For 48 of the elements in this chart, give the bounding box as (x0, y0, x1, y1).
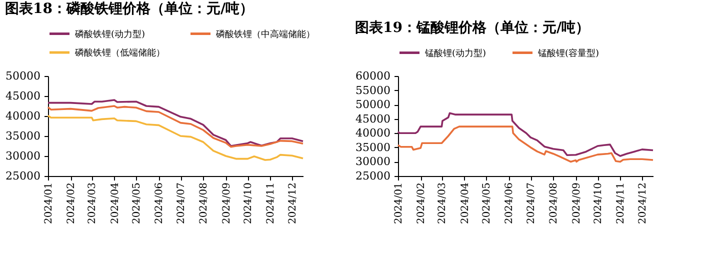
y-tick-label: 25000 (356, 170, 390, 182)
y-tick-label: 30000 (356, 155, 390, 168)
x-tick-label: 2024/06 (504, 182, 516, 224)
x-tick-label: 2024/12 (638, 182, 649, 224)
line-series (397, 126, 654, 163)
y-tick-label: 40000 (356, 126, 390, 140)
x-tick-label: 2024/09 (221, 182, 232, 224)
x-tick-label: 2024/01 (394, 182, 404, 224)
x-tick-label: 2024/10 (243, 182, 254, 224)
line-series (397, 112, 654, 157)
x-tick-label: 2024/03 (437, 182, 448, 224)
x-tick-label: 2024/08 (548, 182, 560, 224)
legend-label: 锰酸锂(动力型) (424, 48, 486, 59)
x-tick-label: 2024/01 (44, 182, 54, 224)
x-tick-label: 2024/05 (132, 182, 143, 224)
y-tick-label: 55000 (356, 84, 390, 97)
y-tick-label: 35000 (6, 130, 40, 142)
chart-title: 图表18：磷酸铁锂价格（单位：元/吨） (5, 1, 254, 17)
x-tick-label: 2024/02 (416, 182, 428, 224)
legend-label: 锰酸锂(容量型) (537, 48, 600, 59)
legend-label: 磷酸铁锂(动力型) (74, 28, 146, 40)
y-tick-label: 50000 (6, 70, 40, 82)
y-tick-label: 50000 (356, 98, 390, 112)
y-tick-label: 45000 (356, 112, 390, 126)
x-tick-label: 2024/11 (616, 182, 627, 224)
y-tick-label: 60000 (356, 70, 390, 82)
line-series (47, 114, 304, 161)
x-tick-label: 2024/04 (460, 182, 471, 224)
x-tick-label: 2024/12 (288, 182, 299, 224)
chart-title: 图表19：锰酸锂价格（单位：元/吨） (355, 20, 590, 36)
y-tick-label: 45000 (6, 90, 40, 102)
x-tick-label: 2024/11 (266, 182, 277, 224)
x-tick-label: 2024/02 (66, 182, 78, 224)
x-tick-label: 2024/07 (176, 182, 188, 224)
y-tick-label: 40000 (6, 110, 40, 122)
x-tick-label: 2024/04 (110, 182, 121, 224)
legend-label: 磷酸铁锂（低端储能） (74, 48, 165, 58)
x-tick-label: 2024/07 (526, 182, 538, 224)
x-tick-label: 2024/05 (482, 182, 493, 224)
x-tick-label: 2024/03 (87, 182, 98, 224)
y-tick-label: 35000 (356, 140, 390, 154)
legend-label: 磷酸铁锂（中高端储能） (215, 28, 315, 40)
x-tick-label: 2024/10 (593, 182, 604, 224)
x-tick-label: 2024/08 (198, 182, 210, 224)
x-tick-label: 2024/09 (571, 182, 582, 224)
y-tick-label: 30000 (6, 150, 40, 162)
x-tick-label: 2024/06 (154, 182, 166, 224)
y-tick-label: 25000 (6, 170, 40, 182)
